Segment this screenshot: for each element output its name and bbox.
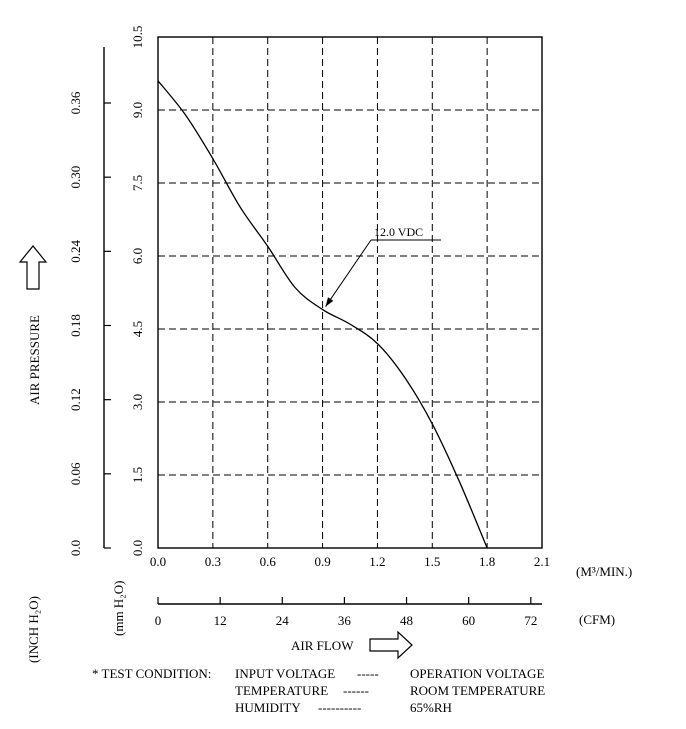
x-tick-label-m3-7: 2.1	[534, 554, 550, 569]
grid	[158, 37, 542, 548]
y-unit-inch: (INCH H₂O)	[26, 596, 41, 663]
annotation-arrowhead	[325, 297, 334, 307]
x-tick-labels-m3: 0.0 0.3 0.6 0.9 1.2 1.5 1.8 2.1	[150, 554, 550, 569]
condition-label-humidity: HUMIDITY	[235, 700, 301, 715]
x-axis-title: AIR FLOW	[291, 638, 354, 653]
y-tick-label-inch-1: 0.06	[68, 462, 83, 485]
y-axis-title: AIR PRESSURE	[27, 315, 42, 405]
x-tick-label-m3-0: 0.0	[150, 554, 166, 569]
x-unit-cfm: (CFM)	[579, 612, 615, 627]
y-tick-label-mm-0: 0.0	[130, 540, 145, 556]
condition-dashes-voltage: -----	[357, 666, 379, 681]
y-tick-label-inch-5: 0.30	[68, 166, 83, 189]
y-tick-labels-mm: 0.0 1.5 3.0 4.5 6.0 7.5 9.0 10.5	[130, 26, 145, 557]
x-tick-label-cfm-1: 12	[214, 613, 227, 628]
x-unit-m3: (M³/MIN.)	[576, 564, 632, 579]
x-tick-label-m3-1: 0.3	[205, 554, 221, 569]
plot-frame	[157, 36, 543, 549]
y-tick-label-mm-7: 10.5	[130, 26, 145, 49]
up-arrow-icon	[18, 245, 48, 290]
condition-dashes-humidity: ----------	[318, 700, 361, 715]
x-tick-label-m3-5: 1.5	[424, 554, 440, 569]
x-tick-labels-cfm: 0 12 24 36 48 60 72	[155, 597, 537, 628]
y-tick-label-mm-6: 9.0	[130, 102, 145, 118]
y-tick-label-inch-6: 0.36	[68, 91, 83, 114]
y-tick-label-inch-0: 0.0	[68, 540, 83, 556]
condition-value-voltage: OPERATION VOLTAGE	[410, 666, 544, 681]
x-tick-label-cfm-0: 0	[155, 613, 162, 628]
y-tick-label-mm-1: 1.5	[130, 467, 145, 483]
y-tick-label-inch-2: 0.12	[68, 388, 83, 411]
x-tick-label-m3-2: 0.6	[260, 554, 277, 569]
condition-value-temperature: ROOM TEMPERATURE	[410, 683, 545, 698]
x-tick-label-m3-3: 0.9	[314, 554, 330, 569]
y-tick-labels-inch: 0.0 0.06 0.12 0.18 0.24 0.30 0.36	[68, 91, 111, 556]
y-tick-label-inch-3: 0.18	[68, 314, 83, 337]
x-tick-label-cfm-2: 24	[276, 613, 290, 628]
y-tick-label-mm-3: 4.5	[130, 321, 145, 337]
x-tick-label-cfm-6: 72	[524, 613, 537, 628]
annotation-leader-line	[325, 239, 372, 307]
y-tick-label-mm-4: 6.0	[130, 248, 145, 264]
y-tick-label-mm-2: 3.0	[130, 394, 145, 410]
condition-dashes-temperature: ------	[343, 683, 369, 698]
x-tick-label-cfm-3: 36	[338, 613, 352, 628]
x-tick-label-cfm-4: 48	[400, 613, 413, 628]
y-tick-label-mm-5: 7.5	[130, 175, 145, 191]
series-line-12vdc	[157, 80, 488, 549]
condition-value-humidity: 65%RH	[410, 700, 452, 715]
y-unit-mm: (mm H₂O)	[111, 581, 126, 636]
condition-label-voltage: INPUT VOLTAGE	[235, 666, 335, 681]
x-tick-label-cfm-5: 60	[462, 613, 475, 628]
annotation-label: 12.0 VDC	[374, 225, 423, 239]
x-tick-label-m3-6: 1.8	[479, 554, 495, 569]
test-condition-prefix: * TEST CONDITION:	[92, 666, 211, 681]
right-arrow-icon	[369, 630, 413, 660]
y-tick-label-inch-4: 0.24	[68, 239, 83, 262]
condition-label-temperature: TEMPERATURE	[235, 683, 328, 698]
x-tick-label-m3-4: 1.2	[369, 554, 385, 569]
test-condition-block: * TEST CONDITION: INPUT VOLTAGE ----- OP…	[92, 666, 545, 715]
